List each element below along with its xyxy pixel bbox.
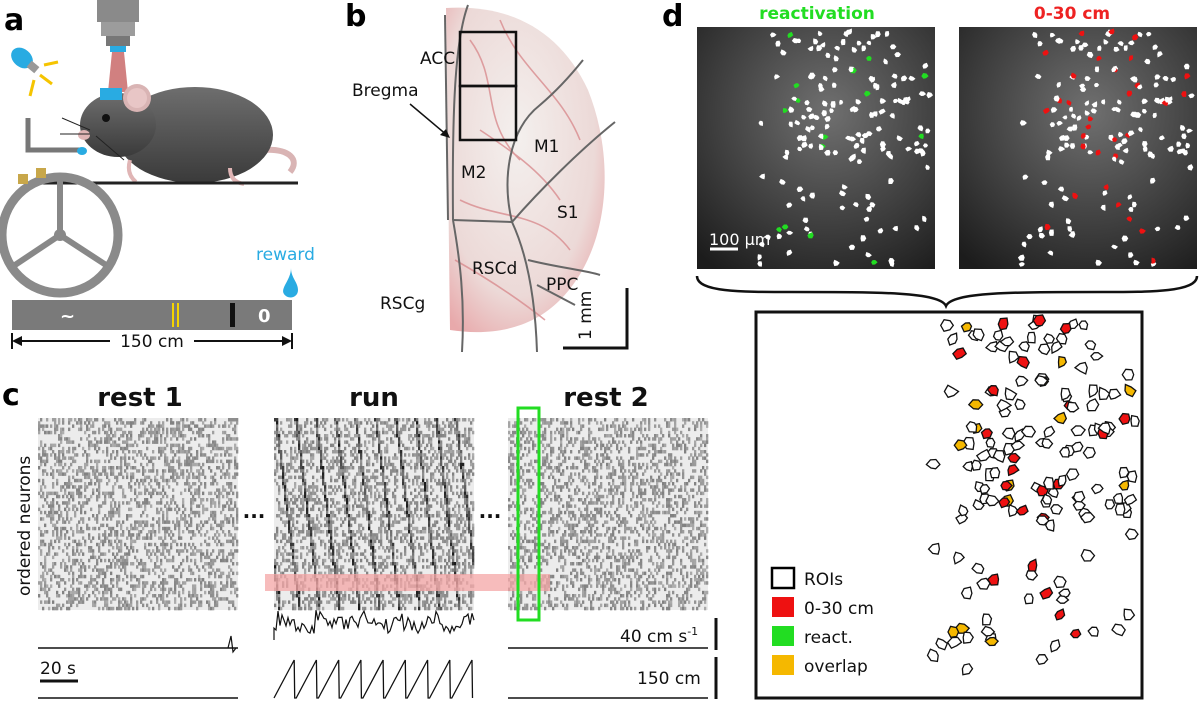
legend-swatch-rois bbox=[770, 566, 796, 590]
block-title-rest1: rest 1 bbox=[97, 383, 183, 413]
fov-cells-reactivation bbox=[757, 28, 933, 267]
scale-bar-1mm bbox=[563, 288, 629, 350]
curly-brace bbox=[695, 275, 1199, 310]
reward-label: reward bbox=[256, 245, 315, 265]
position-scale-label: 150 cm bbox=[637, 669, 701, 689]
legend-swatch-react bbox=[772, 626, 794, 646]
scale-label-1mm: 1 mm bbox=[576, 291, 596, 340]
legend-label-0-30: 0-30 cm bbox=[804, 599, 874, 619]
fov-image-0-30 bbox=[959, 27, 1197, 269]
ellipsis-2: ... bbox=[479, 499, 502, 523]
fov-cells-0-30 bbox=[1017, 28, 1195, 267]
treadmill-wheel bbox=[0, 168, 123, 298]
region-label-bregma: Bregma bbox=[352, 81, 419, 101]
region-label-ppc: PPC bbox=[546, 275, 578, 295]
virtual-track: ~ 0 bbox=[12, 300, 292, 330]
block-title-rest2: rest 2 bbox=[563, 383, 649, 413]
panel-d: d reactivation 0-30 cm 100 µm ROIs 0-30 … bbox=[662, 0, 1199, 700]
cortex-image bbox=[446, 7, 605, 333]
ellipsis-1: ... bbox=[243, 499, 266, 523]
region-label-rscd: RSCd bbox=[472, 259, 517, 279]
legend-label-overlap: overlap bbox=[804, 657, 868, 677]
panel-b: b ACC Bregma M1 M2 S bbox=[345, 0, 629, 353]
legend-label-react: react. bbox=[804, 628, 853, 648]
region-label-m1: M1 bbox=[534, 137, 559, 157]
mouse-illustration bbox=[60, 84, 297, 186]
raster-rest2 bbox=[508, 418, 709, 611]
image-title-reactivation: reactivation bbox=[759, 4, 875, 24]
track-length-label: 150 cm bbox=[120, 332, 184, 352]
imaging-window-m2 bbox=[458, 84, 518, 142]
time-scale-label: 20 s bbox=[40, 659, 76, 679]
legend-swatch-overlap bbox=[772, 655, 794, 675]
region-borders bbox=[444, 4, 616, 353]
roi-map-cells bbox=[925, 314, 1140, 676]
microscope-objective bbox=[97, 0, 139, 92]
panel-a: a bbox=[0, 0, 315, 352]
panel-c: c rest 1 run rest 2 ordered neurons ... … bbox=[2, 378, 718, 699]
scale-label-100um: 100 µm bbox=[709, 230, 770, 249]
panel-a-letter: a bbox=[4, 3, 24, 38]
highlight-reactivation-box bbox=[516, 406, 541, 622]
region-label-s1: S1 bbox=[557, 203, 579, 223]
speed-scale-text: 40 cm s-1 bbox=[620, 625, 698, 647]
speed-trace-run bbox=[273, 609, 475, 640]
panel-d-letter: d bbox=[662, 0, 683, 34]
svg-text:0: 0 bbox=[258, 306, 271, 327]
raster-rest1 bbox=[38, 418, 239, 611]
region-label-m2: M2 bbox=[461, 163, 486, 183]
highlight-row bbox=[265, 574, 550, 591]
block-title-run: run bbox=[349, 383, 399, 413]
light-bulb-icon bbox=[11, 47, 59, 97]
raster-run bbox=[274, 418, 475, 611]
region-label-rscg: RSCg bbox=[380, 294, 425, 314]
legend-label-rois: ROIs bbox=[804, 570, 843, 590]
position-trace-run bbox=[273, 659, 474, 699]
reward-droplet-icon bbox=[283, 268, 298, 298]
region-label-acc: ACC bbox=[420, 49, 455, 69]
legend: ROIs 0-30 cm react. overlap bbox=[770, 566, 874, 677]
svg-text:~: ~ bbox=[60, 306, 75, 327]
y-axis-label: ordered neurons bbox=[15, 456, 35, 596]
legend-swatch-0-30 bbox=[772, 597, 794, 617]
image-title-0-30: 0-30 cm bbox=[1034, 4, 1110, 24]
panel-c-letter: c bbox=[2, 378, 20, 413]
panel-b-letter: b bbox=[345, 0, 366, 34]
lick-spout bbox=[25, 118, 82, 153]
